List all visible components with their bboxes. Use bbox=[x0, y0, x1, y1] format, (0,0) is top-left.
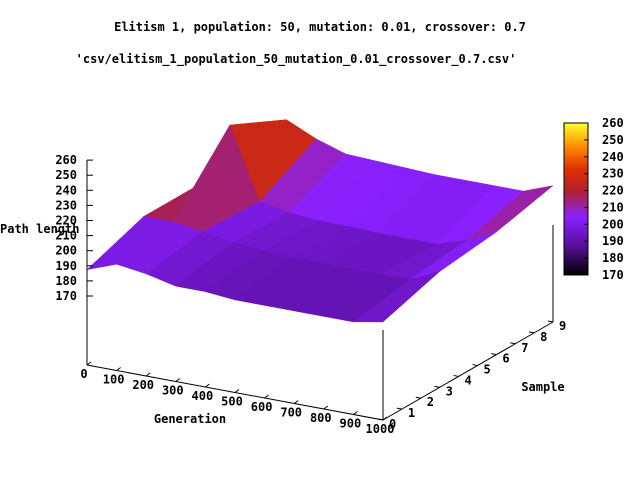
z-tick-label: 220 bbox=[55, 214, 77, 228]
x-tick-label: 500 bbox=[221, 395, 243, 409]
z-tick-label: 190 bbox=[55, 259, 77, 273]
x-tick-label: 300 bbox=[162, 384, 184, 398]
colorbar-tick-label: 220 bbox=[602, 184, 624, 198]
x-tick-label: 600 bbox=[251, 400, 273, 414]
chart-title: Elitism 1, population: 50, mutation: 0.0… bbox=[114, 20, 526, 34]
colorbar bbox=[563, 122, 589, 276]
front-right-edge bbox=[382, 321, 554, 421]
y-tick-mark bbox=[510, 342, 516, 345]
y-tick-mark bbox=[377, 418, 384, 421]
z-tick-label: 230 bbox=[55, 198, 77, 212]
x-tick-mark bbox=[293, 400, 299, 404]
x-tick-mark bbox=[234, 389, 240, 393]
z-tick-label: 180 bbox=[55, 274, 77, 288]
surface-facet bbox=[352, 271, 440, 323]
x-tick-label: 0 bbox=[80, 367, 87, 381]
colorbar-tick-label: 240 bbox=[602, 150, 624, 164]
x-tick-mark bbox=[175, 378, 181, 382]
y-tick-mark bbox=[529, 331, 535, 334]
x-axis-ticks: 0 100 200 300 400 500 600 700 800 900 1000 bbox=[80, 361, 395, 436]
x-tick-mark bbox=[353, 411, 358, 415]
colorbar-tick-label: 190 bbox=[602, 234, 624, 248]
x-tick-label: 800 bbox=[310, 411, 332, 425]
y-tick-mark bbox=[547, 320, 554, 323]
y-tick-label: 3 bbox=[446, 384, 453, 398]
colorbar-tick-label: 250 bbox=[602, 133, 624, 147]
y-tick-label: 6 bbox=[502, 352, 509, 366]
z-tick-label: 240 bbox=[55, 183, 77, 197]
y-tick-label: 8 bbox=[540, 330, 547, 344]
y-axis-label: Sample bbox=[521, 380, 564, 394]
y-tick-label: 1 bbox=[408, 406, 415, 420]
y-tick-mark bbox=[453, 374, 459, 377]
y-tick-mark bbox=[415, 396, 421, 399]
colorbar-tick-label: 210 bbox=[602, 200, 624, 214]
y-tick-label: 4 bbox=[465, 373, 472, 387]
x-tick-label: 1000 bbox=[366, 422, 395, 436]
surface bbox=[86, 119, 554, 323]
x-tick-label: 400 bbox=[192, 389, 214, 403]
x-tick-label: 100 bbox=[103, 373, 125, 387]
x-tick-label: 200 bbox=[132, 378, 154, 392]
colorbar-tick-label: 200 bbox=[602, 217, 624, 231]
x-tick-mark bbox=[116, 367, 121, 371]
z-tick-label: 170 bbox=[55, 289, 77, 303]
z-tick-label: 210 bbox=[55, 229, 77, 243]
colorbar-ticks: 170 180 190 200 210 220 230 240 250 260 bbox=[584, 116, 624, 282]
x-tick-mark bbox=[264, 394, 269, 399]
y-tick-label: 5 bbox=[483, 363, 490, 377]
y-tick-mark bbox=[491, 353, 497, 356]
x-tick-mark bbox=[323, 405, 329, 410]
colorbar-tick-label: 260 bbox=[602, 116, 624, 130]
y-tick-mark bbox=[396, 407, 402, 410]
x-tick-label: 700 bbox=[280, 406, 302, 420]
y-tick-mark bbox=[472, 364, 478, 367]
x-tick-label: 900 bbox=[340, 417, 362, 431]
z-axis-label: Path length bbox=[0, 222, 79, 236]
colorbar-tick-label: 230 bbox=[602, 167, 624, 181]
y-tick-label: 0 bbox=[389, 417, 396, 431]
y-tick-label: 9 bbox=[559, 319, 566, 333]
z-tick-label: 250 bbox=[55, 168, 77, 182]
y-tick-mark bbox=[434, 385, 440, 388]
z-tick-label: 200 bbox=[55, 244, 77, 258]
x-axis-label: Generation bbox=[154, 412, 226, 426]
colorbar-tick-label: 170 bbox=[602, 268, 624, 282]
y-tick-label: 7 bbox=[521, 341, 528, 355]
z-tick-label: 260 bbox=[55, 153, 77, 167]
colorbar-tick-label: 180 bbox=[602, 251, 624, 265]
x-tick-mark bbox=[382, 416, 388, 421]
x-tick-mark bbox=[205, 383, 210, 388]
chart-subtitle: 'csv/elitism_1_population_50_mutation_0.… bbox=[76, 52, 517, 67]
y-tick-label: 2 bbox=[427, 395, 434, 409]
x-tick-mark bbox=[86, 361, 92, 366]
x-tick-mark bbox=[145, 372, 151, 377]
